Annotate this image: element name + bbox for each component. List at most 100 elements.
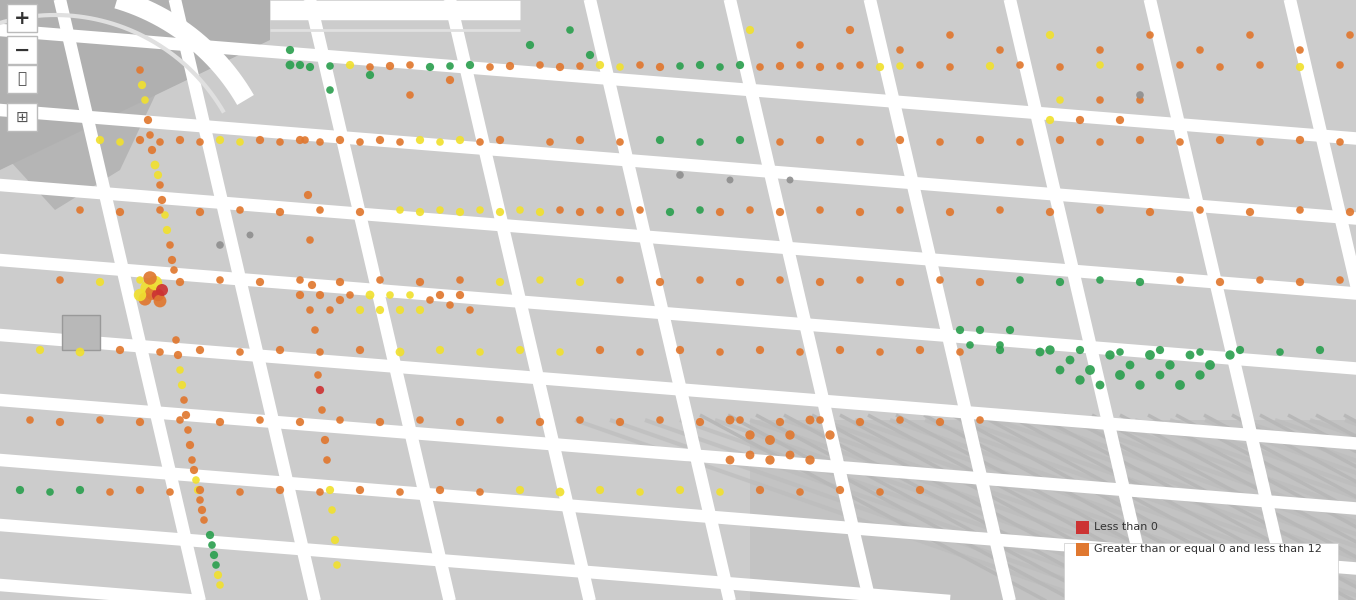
Point bbox=[148, 290, 170, 300]
Point bbox=[369, 305, 391, 315]
Point bbox=[207, 570, 229, 580]
Point bbox=[769, 137, 791, 147]
Point bbox=[330, 295, 351, 305]
Point bbox=[1009, 137, 1031, 147]
Point bbox=[689, 205, 711, 215]
Point bbox=[140, 130, 161, 140]
Point bbox=[141, 288, 163, 298]
Point bbox=[170, 135, 191, 145]
Point bbox=[203, 550, 225, 560]
Point bbox=[810, 62, 831, 72]
Point bbox=[399, 290, 420, 300]
Point bbox=[529, 275, 551, 285]
Point bbox=[1050, 277, 1071, 287]
Point bbox=[151, 195, 172, 205]
Point bbox=[890, 205, 911, 215]
Point bbox=[175, 410, 197, 420]
Point bbox=[229, 487, 251, 497]
Point bbox=[1189, 370, 1211, 380]
Point bbox=[970, 415, 991, 425]
Point bbox=[1249, 275, 1271, 285]
Point bbox=[890, 61, 911, 71]
Point bbox=[490, 277, 511, 287]
Point bbox=[1109, 115, 1131, 125]
Point bbox=[1239, 207, 1261, 217]
Point bbox=[499, 61, 521, 71]
Point bbox=[389, 487, 411, 497]
Point bbox=[549, 487, 571, 497]
Point bbox=[209, 240, 231, 250]
Point bbox=[909, 485, 930, 495]
Point bbox=[829, 485, 850, 495]
Point bbox=[890, 277, 911, 287]
Point bbox=[129, 417, 151, 427]
Point bbox=[1149, 345, 1170, 355]
Point bbox=[1039, 207, 1060, 217]
Point bbox=[849, 207, 871, 217]
Point bbox=[321, 505, 343, 515]
Point bbox=[769, 417, 791, 427]
Point bbox=[1130, 90, 1151, 100]
Point bbox=[359, 62, 381, 72]
Point bbox=[428, 345, 450, 355]
Text: ⤢: ⤢ bbox=[18, 71, 27, 86]
Point bbox=[159, 240, 180, 250]
Point bbox=[1089, 380, 1111, 390]
Point bbox=[780, 450, 801, 460]
Point bbox=[1050, 62, 1071, 72]
Point bbox=[1009, 275, 1031, 285]
Point bbox=[730, 135, 751, 145]
Point bbox=[171, 380, 193, 390]
Point bbox=[209, 580, 231, 590]
Point bbox=[540, 137, 561, 147]
Point bbox=[1069, 115, 1090, 125]
Point bbox=[989, 345, 1010, 355]
Point bbox=[609, 137, 631, 147]
Point bbox=[739, 25, 761, 35]
Point bbox=[890, 415, 911, 425]
Point bbox=[479, 62, 500, 72]
Point bbox=[188, 207, 210, 217]
Point bbox=[428, 290, 450, 300]
Point bbox=[49, 275, 71, 285]
Point bbox=[289, 135, 311, 145]
Point bbox=[129, 65, 151, 75]
FancyBboxPatch shape bbox=[7, 36, 37, 64]
Point bbox=[1130, 135, 1151, 145]
Point bbox=[570, 415, 591, 425]
Point bbox=[268, 137, 290, 147]
Point bbox=[89, 135, 111, 145]
Point bbox=[1089, 60, 1111, 70]
Point bbox=[749, 485, 770, 495]
Point bbox=[1119, 360, 1140, 370]
Point bbox=[1130, 95, 1151, 105]
Point bbox=[629, 60, 651, 70]
Point bbox=[709, 207, 731, 217]
Point bbox=[149, 347, 171, 357]
Point bbox=[449, 417, 471, 427]
Point bbox=[1050, 365, 1071, 375]
Point bbox=[730, 415, 751, 425]
Point bbox=[419, 295, 441, 305]
Point bbox=[1290, 277, 1311, 287]
Point bbox=[829, 345, 850, 355]
Point bbox=[89, 277, 111, 287]
Bar bbox=[1077, 543, 1089, 556]
Point bbox=[187, 485, 209, 495]
Point bbox=[529, 207, 551, 217]
Point bbox=[829, 61, 850, 71]
Point bbox=[570, 277, 591, 287]
Point bbox=[148, 170, 170, 180]
Point bbox=[183, 465, 205, 475]
Point bbox=[1139, 350, 1161, 360]
Point bbox=[165, 335, 187, 345]
Point bbox=[929, 137, 951, 147]
Point bbox=[1050, 95, 1071, 105]
Point bbox=[28, 345, 50, 355]
Point bbox=[869, 487, 891, 497]
Point bbox=[650, 277, 671, 287]
Point bbox=[1210, 277, 1231, 287]
Point bbox=[719, 415, 740, 425]
Point bbox=[300, 305, 321, 315]
Point bbox=[490, 415, 511, 425]
